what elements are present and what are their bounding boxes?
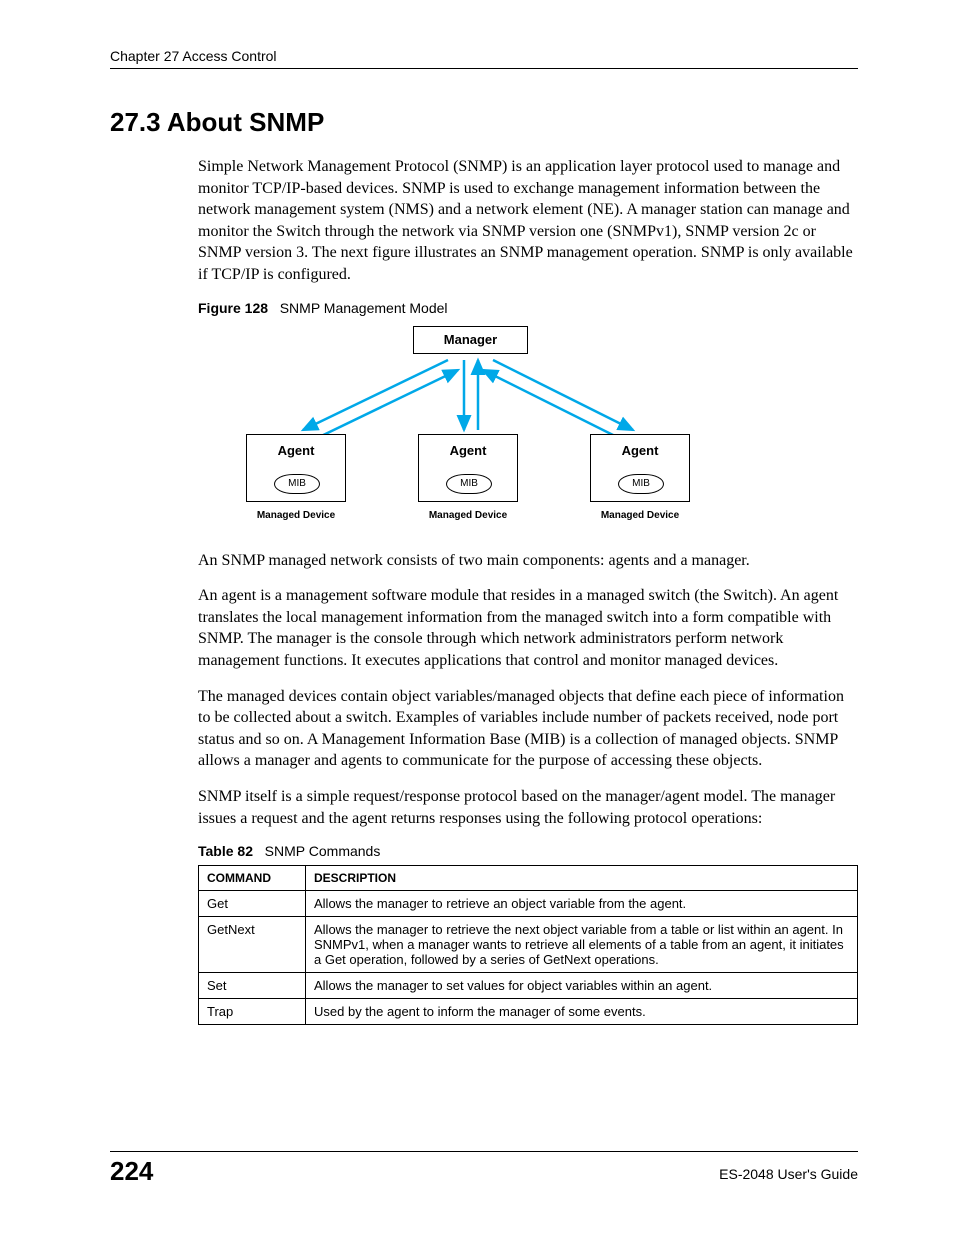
desc-cell: Used by the agent to inform the manager …	[306, 999, 858, 1025]
manager-node: Manager	[413, 326, 528, 354]
figure-label: Figure 128	[198, 300, 268, 316]
table-row: Set Allows the manager to set values for…	[199, 973, 858, 999]
mib-3: MIB	[618, 474, 664, 494]
table-caption: Table 82 SNMP Commands	[198, 843, 858, 859]
table-title: SNMP Commands	[265, 843, 381, 859]
figure-title: SNMP Management Model	[280, 300, 448, 316]
paragraph-3: An agent is a management software module…	[198, 585, 858, 671]
cmd-cell: Set	[199, 973, 306, 999]
paragraph-2: An SNMP managed network consists of two …	[198, 550, 858, 572]
chapter-header: Chapter 27 Access Control	[110, 48, 858, 69]
col-description: DESCRIPTION	[306, 866, 858, 891]
cmd-cell: Trap	[199, 999, 306, 1025]
paragraph-1: Simple Network Management Protocol (SNMP…	[198, 156, 858, 286]
desc-cell: Allows the manager to set values for obj…	[306, 973, 858, 999]
page-number: 224	[110, 1156, 153, 1187]
device-label-3: Managed Device	[580, 510, 700, 521]
snmp-commands-table: COMMAND DESCRIPTION Get Allows the manag…	[198, 865, 858, 1025]
guide-name: ES-2048 User's Guide	[719, 1166, 858, 1182]
paragraph-4: The managed devices contain object varia…	[198, 686, 858, 772]
page-footer: 224 ES-2048 User's Guide	[110, 1151, 858, 1187]
mib-2: MIB	[446, 474, 492, 494]
col-command: COMMAND	[199, 866, 306, 891]
table-row: Get Allows the manager to retrieve an ob…	[199, 891, 858, 917]
device-label-1: Managed Device	[236, 510, 356, 521]
desc-cell: Allows the manager to retrieve the next …	[306, 917, 858, 973]
mib-1: MIB	[274, 474, 320, 494]
table-label: Table 82	[198, 843, 253, 859]
paragraph-5: SNMP itself is a simple request/response…	[198, 786, 858, 829]
desc-cell: Allows the manager to retrieve an object…	[306, 891, 858, 917]
cmd-cell: Get	[199, 891, 306, 917]
cmd-cell: GetNext	[199, 917, 306, 973]
section-heading: 27.3 About SNMP	[110, 107, 858, 138]
table-row: GetNext Allows the manager to retrieve t…	[199, 917, 858, 973]
snmp-diagram: Manager Agent Agent Agent MIB MIB MIB Ma…	[218, 322, 688, 532]
table-header-row: COMMAND DESCRIPTION	[199, 866, 858, 891]
device-label-2: Managed Device	[408, 510, 528, 521]
figure-caption: Figure 128 SNMP Management Model	[198, 300, 858, 316]
table-row: Trap Used by the agent to inform the man…	[199, 999, 858, 1025]
